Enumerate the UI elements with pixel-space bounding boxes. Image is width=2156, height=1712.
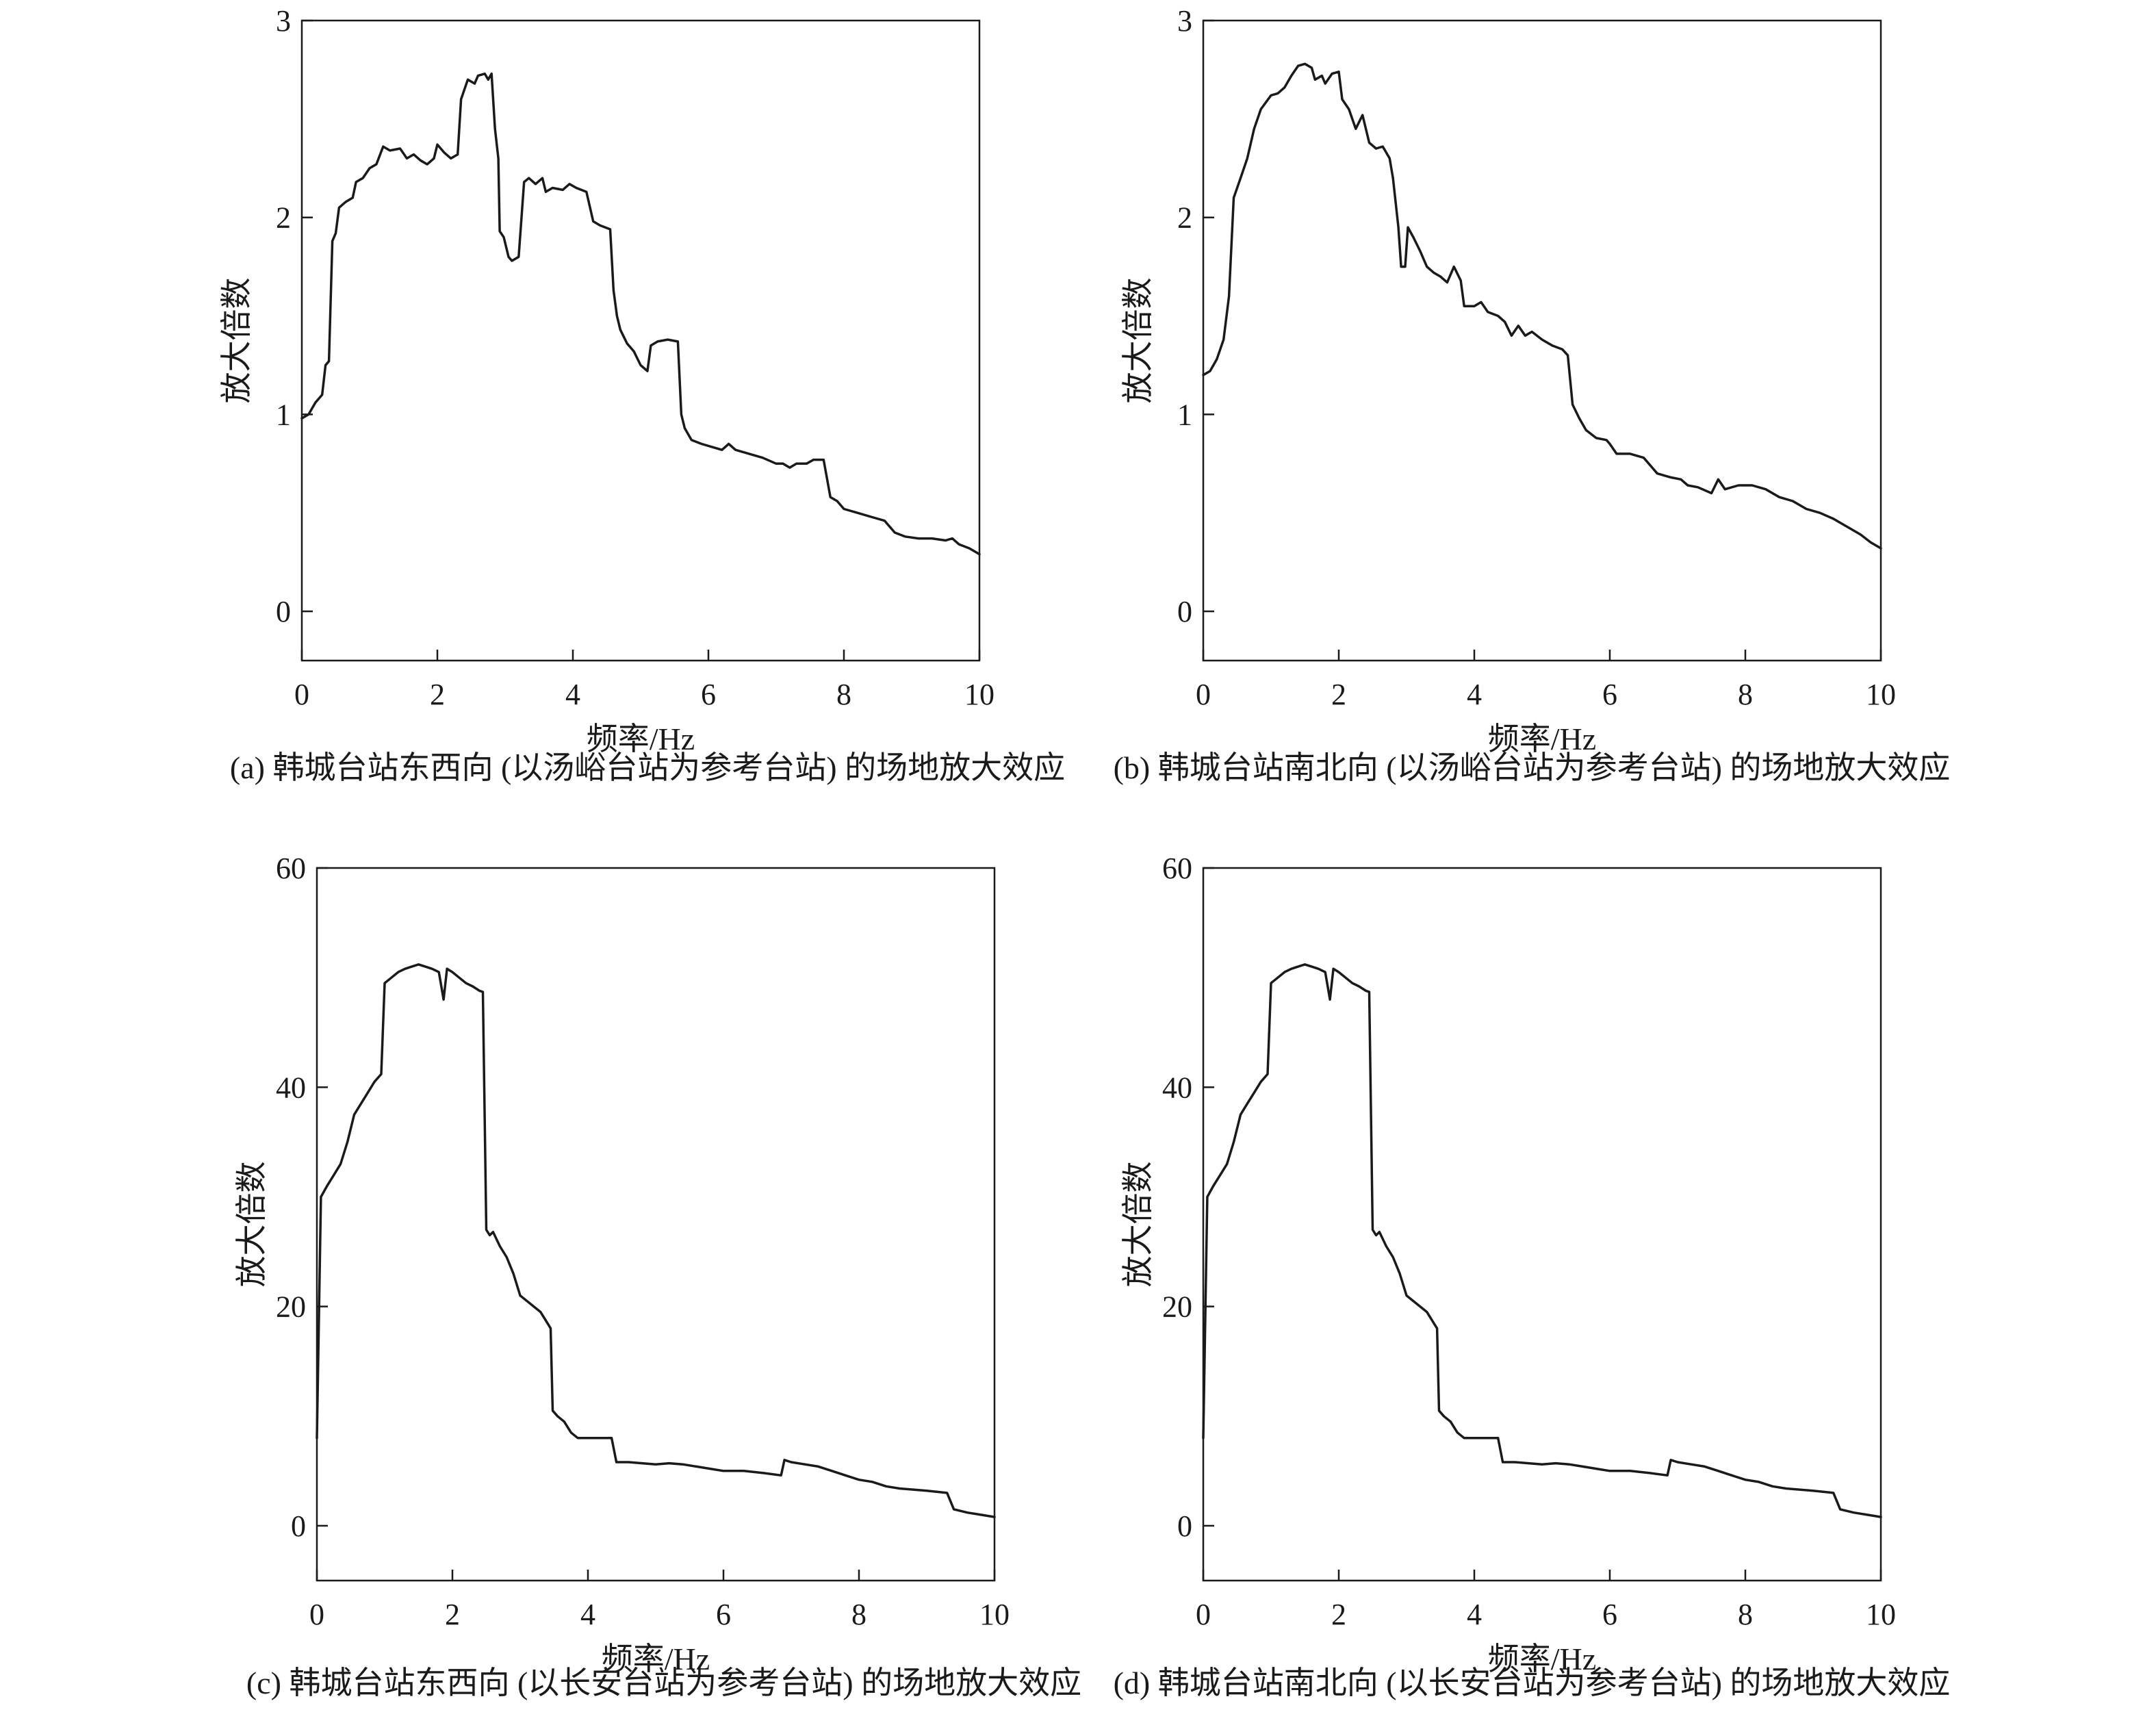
y-tick-label-b-2: 2 — [1177, 201, 1192, 235]
x-tick-label-c-2: 4 — [580, 1598, 595, 1631]
x-tick-label-d-4: 8 — [1738, 1598, 1753, 1631]
series-line-d — [1202, 963, 1882, 1518]
series-line-a — [300, 72, 981, 556]
y-tick-label-c-3: 60 — [276, 852, 306, 885]
x-tick-label-a-1: 2 — [430, 678, 445, 711]
y-tick-label-b-3: 3 — [1177, 4, 1192, 38]
x-axis-label-a: 频率/Hz — [587, 721, 695, 756]
x-tick-label-d-0: 0 — [1196, 1598, 1211, 1631]
y-tick-label-d-2: 40 — [1162, 1071, 1192, 1104]
y-axis-label-d: 放大倍数 — [1120, 1162, 1155, 1288]
x-tick-label-a-5: 10 — [964, 678, 994, 711]
x-tick-label-c-1: 2 — [445, 1598, 460, 1631]
plot-frame-d — [1202, 867, 1882, 1582]
y-tick-label-b-1: 1 — [1177, 398, 1192, 431]
series-line-c — [316, 963, 996, 1518]
y-tick-label-d-3: 60 — [1162, 852, 1192, 885]
y-tick-label-c-2: 40 — [276, 1071, 306, 1104]
plot-frame-a — [300, 19, 981, 662]
y-tick-label-a-1: 1 — [276, 398, 291, 431]
y-tick-label-c-1: 20 — [276, 1290, 306, 1324]
chart-panel-a: 0 2 4 6 8 10 0 1 2 3 频率/Hz 放大倍数 (a) 韩城台站东西向 (以汤峪台站为参… — [219, 4, 1065, 785]
x-tick-label-d-5: 10 — [1866, 1598, 1896, 1631]
x-tick-label-b-4: 8 — [1738, 678, 1753, 711]
x-axis-label-b: 频率/Hz — [1488, 721, 1596, 756]
y-axis-label-b: 放大倍数 — [1120, 278, 1155, 404]
panel-caption-a: (a) 韩城台站东西向 (以汤峪台站为参考台站) 的场地放大效应 — [230, 750, 1065, 785]
x-tick-label-a-2: 4 — [565, 678, 580, 711]
y-tick-label-a-2: 2 — [276, 201, 291, 235]
chart-panel-d: 0 2 4 6 8 10 0 20 40 60 频率/Hz 放大倍数 (d) 韩城台站南北向 (以长安台… — [1114, 852, 1951, 1700]
x-tick-label-d-2: 4 — [1467, 1598, 1482, 1631]
chart-panel-b: 0 2 4 6 8 10 0 1 2 3 频率/Hz 放大倍数 (b) 韩城台站南北向 (以汤峪台站为参… — [1114, 4, 1951, 785]
y-tick-label-d-0: 0 — [1177, 1509, 1192, 1543]
y-axis-label-c: 放大倍数 — [234, 1162, 269, 1288]
x-tick-label-a-4: 8 — [836, 678, 851, 711]
y-tick-label-c-0: 0 — [291, 1509, 306, 1543]
panel-caption-d: (d) 韩城台站南北向 (以长安台站为参考台站) 的场地放大效应 — [1114, 1665, 1951, 1700]
chart-panel-c: 0 2 4 6 8 10 0 20 40 60 频率/Hz 放大倍数 (c) 韩城台站东西向 (以长安台… — [234, 852, 1081, 1700]
x-tick-label-c-5: 10 — [979, 1598, 1010, 1631]
series-line-b — [1202, 62, 1882, 550]
y-tick-label-d-1: 20 — [1162, 1290, 1192, 1324]
x-tick-label-c-3: 6 — [716, 1598, 731, 1631]
x-axis-label-d: 频率/Hz — [1488, 1641, 1596, 1676]
y-axis-label-a: 放大倍数 — [219, 278, 254, 404]
x-tick-label-b-1: 2 — [1331, 678, 1346, 711]
x-tick-label-a-0: 0 — [294, 678, 309, 711]
plot-frame-c — [316, 867, 996, 1582]
x-tick-label-c-0: 0 — [309, 1598, 324, 1631]
panel-caption-b: (b) 韩城台站南北向 (以汤峪台站为参考台站) 的场地放大效应 — [1114, 750, 1951, 785]
x-tick-label-d-3: 6 — [1602, 1598, 1617, 1631]
x-tick-label-a-3: 6 — [701, 678, 716, 711]
panel-caption-c: (c) 韩城台站东西向 (以长安台站为参考台站) 的场地放大效应 — [246, 1665, 1081, 1700]
x-tick-label-c-4: 8 — [851, 1598, 867, 1631]
y-tick-label-b-0: 0 — [1177, 595, 1192, 628]
y-tick-label-a-3: 3 — [276, 4, 291, 38]
x-tick-label-b-0: 0 — [1196, 678, 1211, 711]
x-tick-label-b-3: 6 — [1602, 678, 1617, 711]
x-tick-label-b-5: 10 — [1866, 678, 1896, 711]
x-axis-label-c: 频率/Hz — [602, 1641, 710, 1676]
y-tick-label-a-0: 0 — [276, 595, 291, 628]
x-tick-label-d-1: 2 — [1331, 1598, 1346, 1631]
x-tick-label-b-2: 4 — [1467, 678, 1482, 711]
plot-frame-b — [1202, 19, 1882, 662]
